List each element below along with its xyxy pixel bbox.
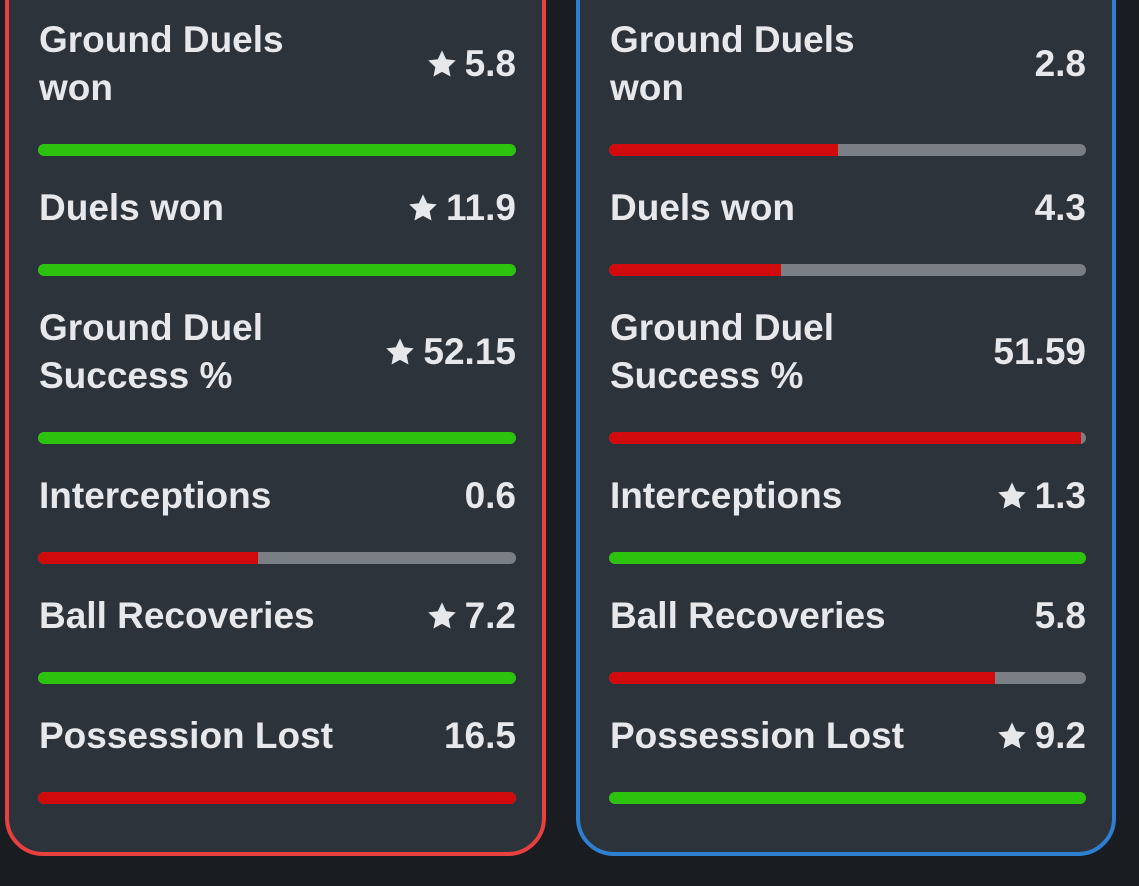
star-icon <box>407 192 439 224</box>
star-icon <box>426 600 458 632</box>
stat-comparison-bar <box>609 432 1086 444</box>
stat-bar-fill <box>609 792 1086 804</box>
stat-value: 0.6 <box>465 472 516 520</box>
stat-value: 4.3 <box>1035 184 1086 232</box>
stat-label-line: Ball Recoveries <box>39 595 315 636</box>
stat-value: 1.3 <box>996 472 1086 520</box>
stat-comparison-bar <box>38 672 516 684</box>
stat-comparison-bar <box>609 144 1086 156</box>
stat-comparison-bar <box>609 792 1086 804</box>
stat-bar-fill <box>609 552 1086 564</box>
stat-value: 52.15 <box>384 328 516 376</box>
player-stats-card-left: Ground Duels won 5.8 Duels won 11.9 Ground Du… <box>5 0 546 856</box>
stat-label-line: Ball Recoveries <box>610 595 886 636</box>
stat-value-number: 5.8 <box>464 43 516 84</box>
stat-label-line: Possession Lost <box>39 715 334 756</box>
stat-bar-fill <box>609 672 996 684</box>
stat-value: 2.8 <box>1035 40 1086 88</box>
stat-bar-fill <box>38 672 516 684</box>
stat-value-number: 9.2 <box>1034 715 1086 756</box>
stat-value: 5.8 <box>426 40 516 88</box>
stat-label-line: Ground Duels <box>39 19 284 60</box>
stat-bar-fill <box>609 264 781 276</box>
stat-label-line: Success % <box>610 355 804 396</box>
stat-bar-fill <box>38 552 258 564</box>
stat-label-line: Ground Duels <box>610 19 855 60</box>
stat-value-number: 52.15 <box>423 331 516 372</box>
stat-bar-fill <box>609 144 838 156</box>
stat-label: Ground Duel Success % <box>610 304 834 400</box>
stat-value: 51.59 <box>993 328 1086 376</box>
stat-label-line: Duels won <box>610 187 796 228</box>
stat-comparison-bar <box>38 144 516 156</box>
stat-label-line: Duels won <box>39 187 225 228</box>
stat-comparison-bar <box>38 264 516 276</box>
stat-value-number: 0.6 <box>464 475 516 516</box>
stat-label: Duels won <box>610 184 795 232</box>
stat-value-number: 11.9 <box>446 187 516 228</box>
stat-comparison-bar <box>609 264 1086 276</box>
stat-comparison-bar <box>609 552 1086 564</box>
stat-bar-fill <box>609 432 1082 444</box>
stat-label: Ground Duel Success % <box>39 304 263 400</box>
stat-label: Ball Recoveries <box>610 592 886 640</box>
stat-label: Possession Lost <box>610 712 904 760</box>
stat-bar-fill <box>38 264 516 276</box>
star-icon <box>996 480 1028 512</box>
stat-label-line: won <box>39 67 113 108</box>
stat-label-line: Interceptions <box>610 475 843 516</box>
stat-value-number: 51.59 <box>993 331 1086 372</box>
stat-label-line: Ground Duel <box>610 307 835 348</box>
stat-value-number: 7.2 <box>464 595 516 636</box>
stat-bar-fill <box>38 792 516 804</box>
stat-comparison-bar <box>38 552 516 564</box>
stat-value-number: 16.5 <box>443 715 516 756</box>
stat-value: 9.2 <box>996 712 1086 760</box>
stat-label: Ground Duels won <box>610 16 855 112</box>
stat-value: 7.2 <box>426 592 516 640</box>
stat-value: 11.9 <box>407 184 516 232</box>
stat-label-line: Success % <box>39 355 233 396</box>
stat-label-line: won <box>610 67 684 108</box>
stat-value: 5.8 <box>1035 592 1086 640</box>
stat-value: 16.5 <box>444 712 516 760</box>
stat-value-number: 2.8 <box>1034 43 1086 84</box>
stat-label-line: Possession Lost <box>610 715 905 756</box>
stat-label: Ball Recoveries <box>39 592 315 640</box>
stat-label: Interceptions <box>39 472 271 520</box>
stat-comparison-bar <box>38 792 516 804</box>
stat-value-number: 5.8 <box>1034 595 1086 636</box>
stat-value-number: 1.3 <box>1034 475 1086 516</box>
star-icon <box>996 720 1028 752</box>
stat-label: Ground Duels won <box>39 16 284 112</box>
stat-label-line: Interceptions <box>39 475 272 516</box>
stat-comparison-bar <box>38 432 516 444</box>
stat-comparison-bar <box>609 672 1086 684</box>
stat-bar-fill <box>38 432 516 444</box>
stat-label-line: Ground Duel <box>39 307 264 348</box>
stat-label: Duels won <box>39 184 224 232</box>
player-stats-card-right: Ground Duels won 2.8 Duels won 4.3 Ground Due… <box>576 0 1116 856</box>
star-icon <box>426 48 458 80</box>
stat-label: Interceptions <box>610 472 842 520</box>
stat-label: Possession Lost <box>39 712 333 760</box>
stat-value-number: 4.3 <box>1034 187 1086 228</box>
stat-bar-fill <box>38 144 516 156</box>
star-icon <box>384 336 416 368</box>
